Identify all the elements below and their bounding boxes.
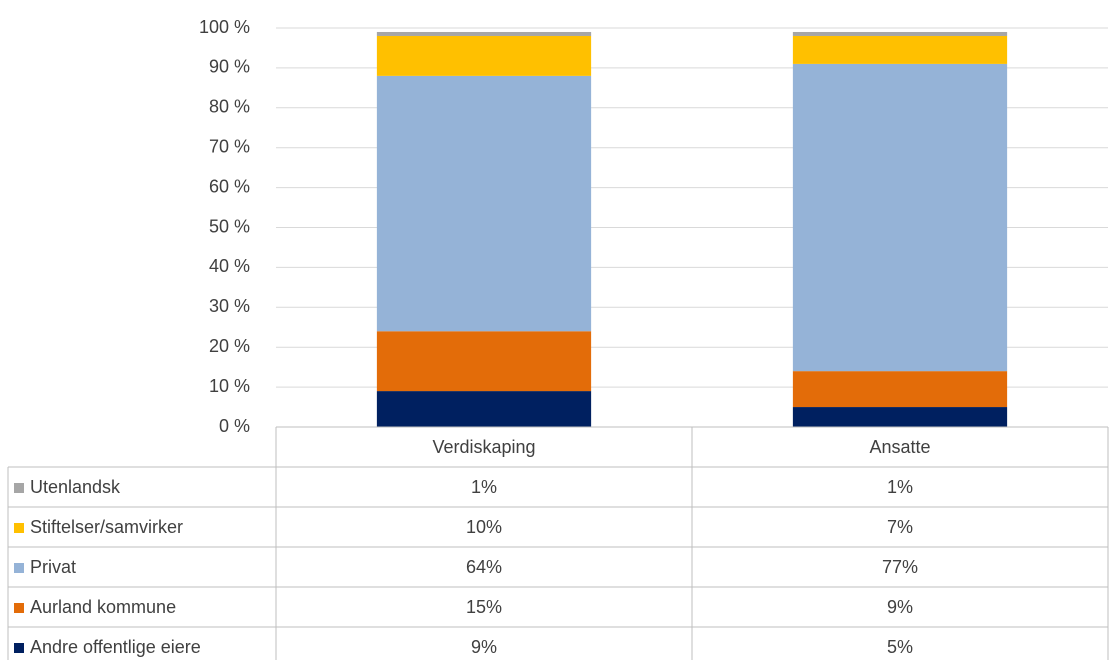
value-label: 9% bbox=[887, 597, 913, 617]
value-label: 77% bbox=[882, 557, 918, 577]
y-tick-label: 80 % bbox=[209, 97, 250, 117]
legend-swatch bbox=[14, 643, 24, 653]
y-tick-label: 90 % bbox=[209, 57, 250, 77]
bar-segment bbox=[376, 35, 592, 76]
value-label: 7% bbox=[887, 517, 913, 537]
bar-segment bbox=[792, 63, 1008, 372]
y-tick-label: 70 % bbox=[209, 136, 250, 156]
value-label: 9% bbox=[471, 637, 497, 657]
legend-swatch bbox=[14, 563, 24, 573]
y-tick-label: 30 % bbox=[209, 296, 250, 316]
y-tick-label: 0 % bbox=[219, 416, 250, 436]
bar-segment bbox=[792, 371, 1008, 408]
value-label: 5% bbox=[887, 637, 913, 657]
bar-segment bbox=[792, 35, 1008, 64]
legend-label: Utenlandsk bbox=[30, 477, 121, 497]
y-tick-label: 100 % bbox=[199, 17, 250, 37]
x-tick-label: Verdiskaping bbox=[432, 437, 535, 457]
y-tick-label: 10 % bbox=[209, 376, 250, 396]
bar-segment bbox=[792, 31, 1008, 36]
y-tick-label: 40 % bbox=[209, 256, 250, 276]
legend-label: Privat bbox=[30, 557, 76, 577]
value-label: 10% bbox=[466, 517, 502, 537]
bar-segment bbox=[376, 331, 592, 392]
bar-segment bbox=[376, 391, 592, 427]
value-label: 15% bbox=[466, 597, 502, 617]
legend-swatch bbox=[14, 483, 24, 493]
bar-segment bbox=[376, 75, 592, 332]
legend-swatch bbox=[14, 523, 24, 533]
value-label: 1% bbox=[887, 477, 913, 497]
value-label: 64% bbox=[466, 557, 502, 577]
legend-label: Aurland kommune bbox=[30, 597, 176, 617]
bar-segment bbox=[376, 31, 592, 36]
bar-segment bbox=[792, 407, 1008, 427]
y-tick-label: 20 % bbox=[209, 336, 250, 356]
x-tick-label: Ansatte bbox=[869, 437, 930, 457]
legend-swatch bbox=[14, 603, 24, 613]
value-label: 1% bbox=[471, 477, 497, 497]
legend-label: Stiftelser/samvirker bbox=[30, 517, 183, 537]
y-tick-label: 50 % bbox=[209, 216, 250, 236]
legend-label: Andre offentlige eiere bbox=[30, 637, 201, 657]
y-tick-label: 60 % bbox=[209, 176, 250, 196]
